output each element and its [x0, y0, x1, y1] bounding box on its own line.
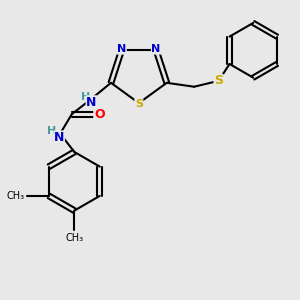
Text: S: S	[214, 74, 223, 87]
Text: O: O	[94, 108, 105, 121]
Text: H: H	[81, 92, 90, 101]
Text: N: N	[54, 131, 64, 144]
Text: S: S	[135, 99, 143, 109]
Text: N: N	[86, 96, 97, 109]
Text: CH₃: CH₃	[6, 191, 25, 201]
Text: H: H	[47, 126, 56, 136]
Text: CH₃: CH₃	[65, 233, 83, 243]
Text: N: N	[117, 44, 126, 54]
Text: N: N	[152, 44, 161, 54]
